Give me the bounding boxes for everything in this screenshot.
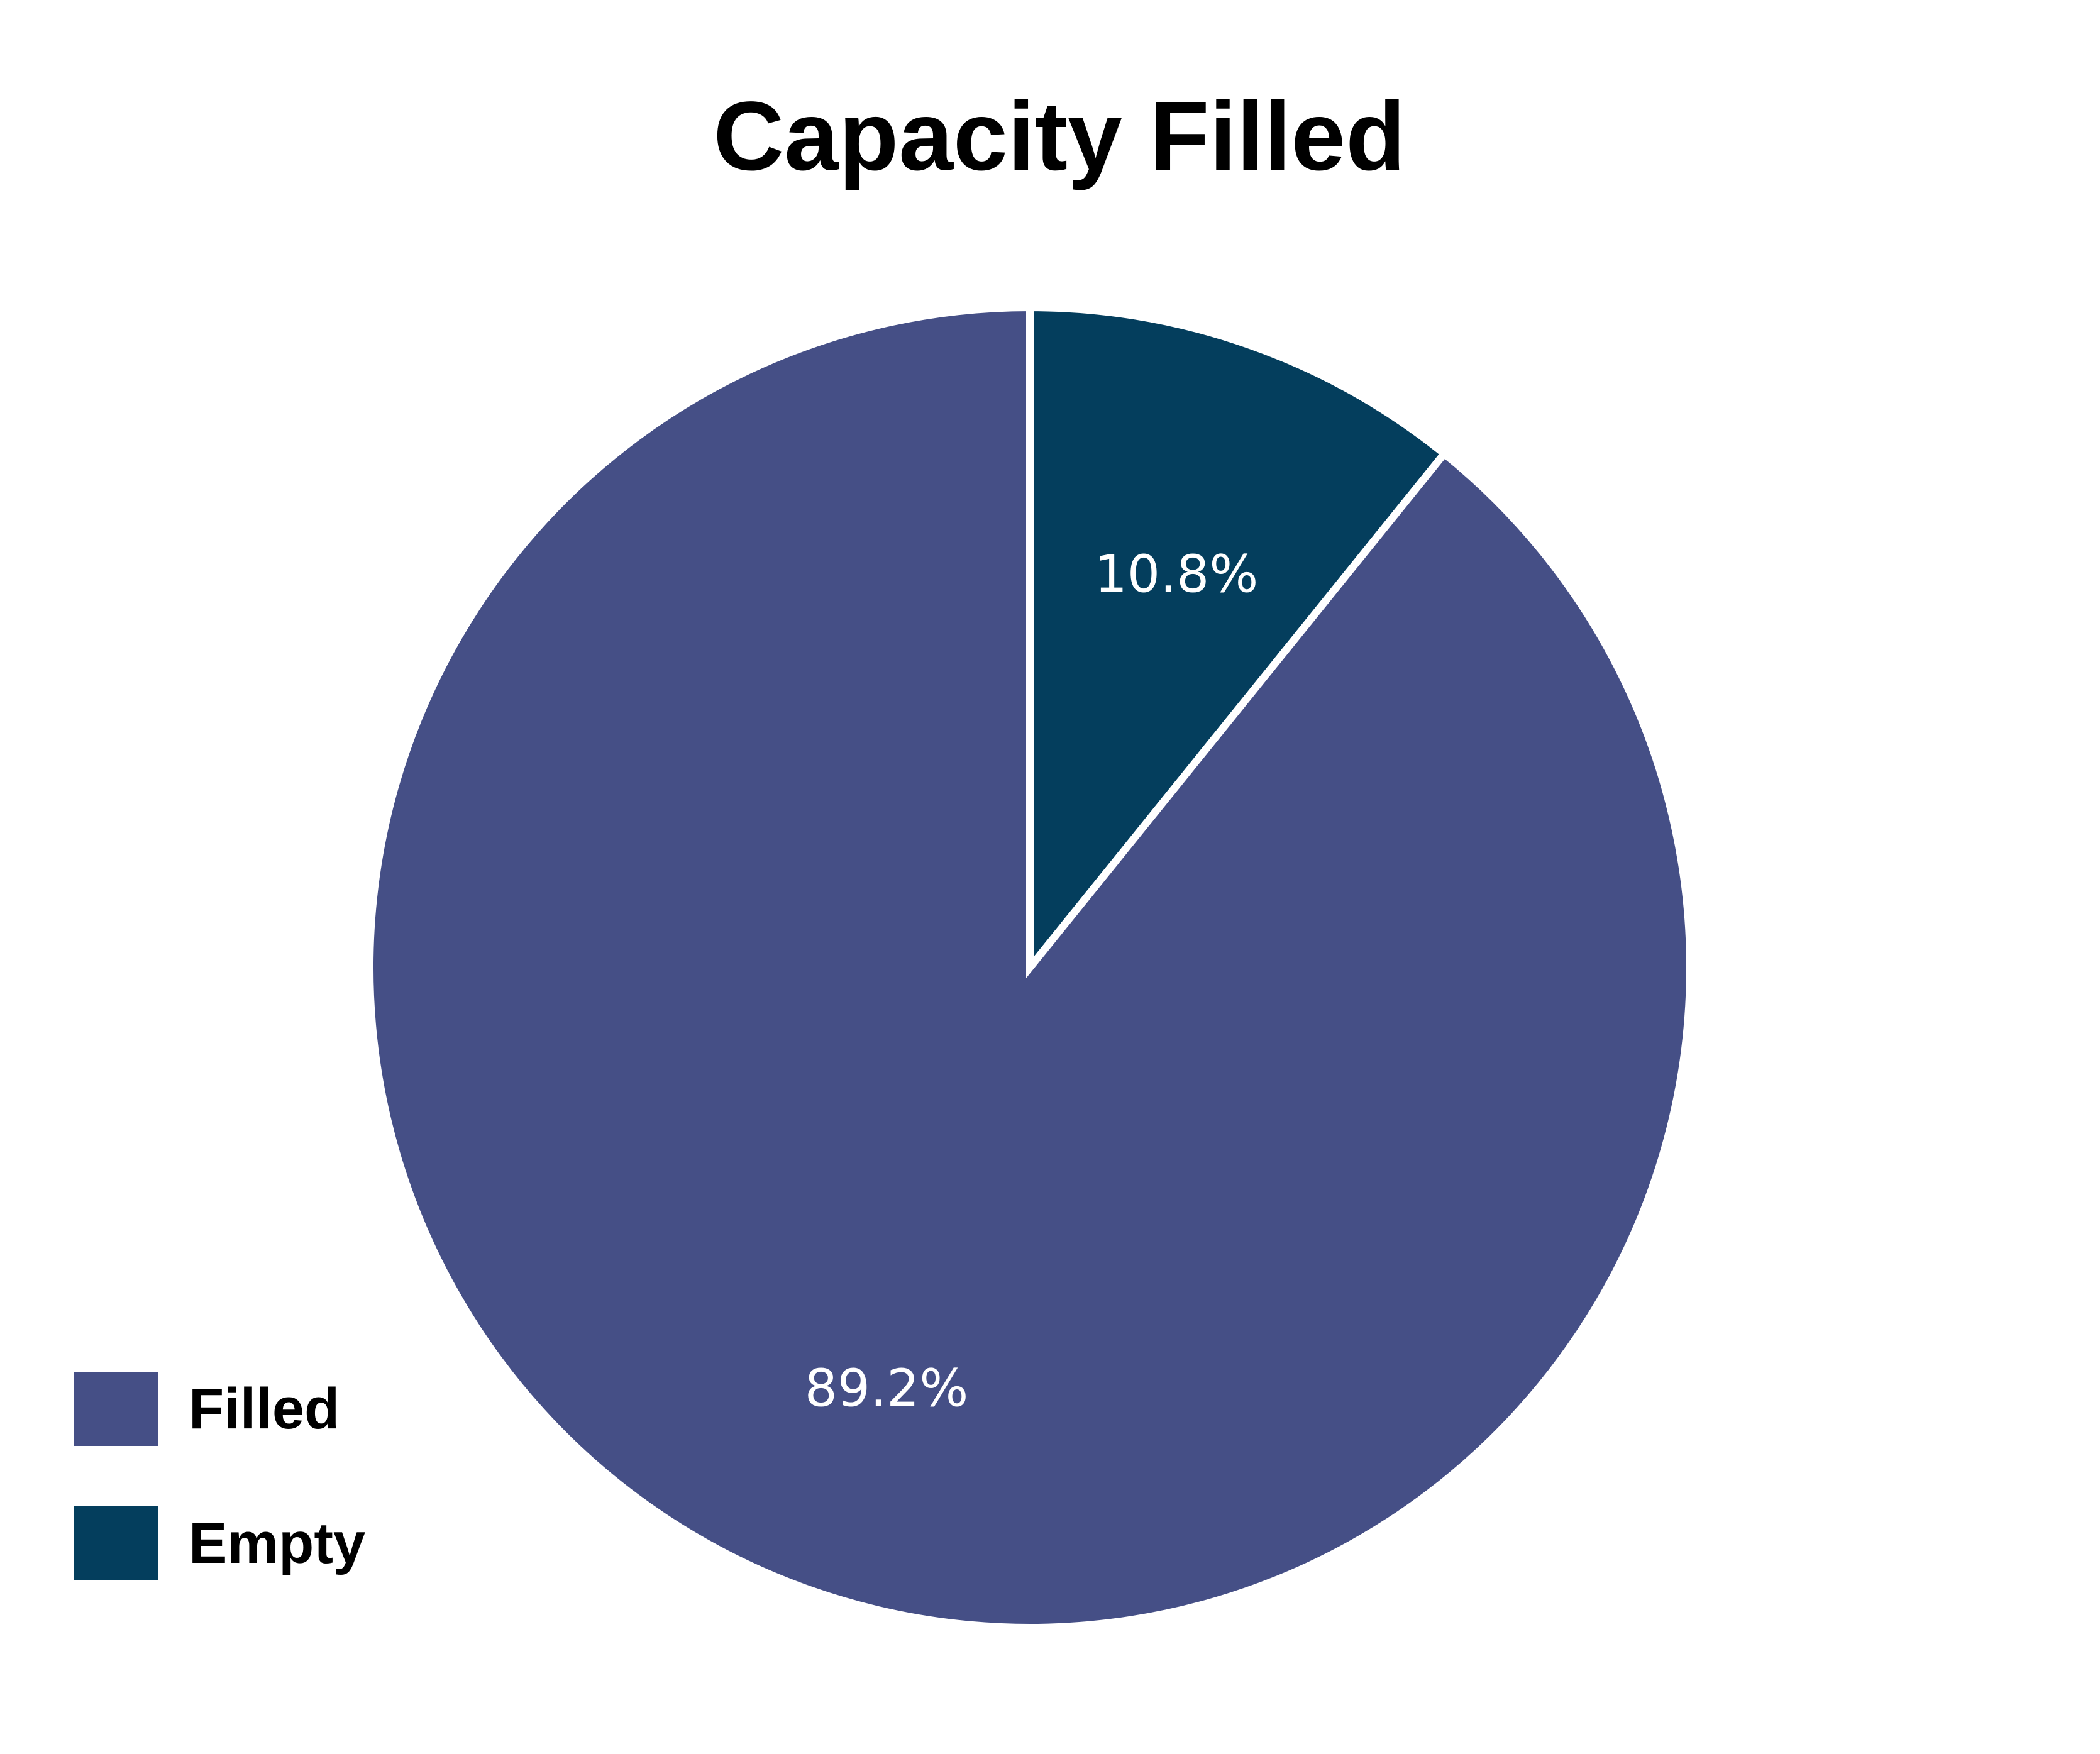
legend-label-empty: Empty [189, 1511, 365, 1575]
chart-title: Capacity Filled [714, 82, 1406, 191]
legend: Filled Empty [74, 1372, 365, 1580]
slice-label-empty: 10.8% [1095, 544, 1259, 604]
pie-slices [366, 303, 1694, 1631]
pie-slice-filled [366, 303, 1694, 1631]
pie-slice-labels: 10.8% 89.2% [805, 544, 1259, 1418]
legend-label-filled: Filled [189, 1377, 340, 1441]
pie-slice-empty [1026, 303, 1450, 978]
legend-swatch-empty [74, 1506, 158, 1580]
slice-label-filled: 89.2% [805, 1359, 969, 1418]
legend-swatch-filled [74, 1372, 158, 1446]
